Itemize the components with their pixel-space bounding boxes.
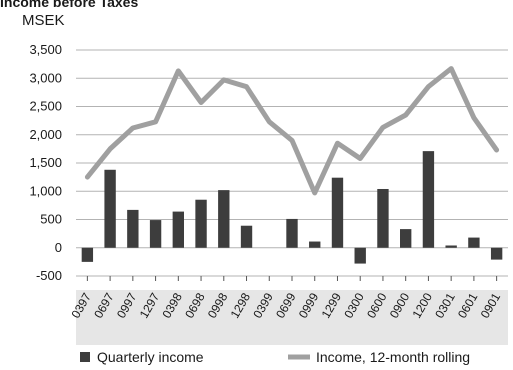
legend-swatch-bar	[80, 352, 90, 362]
y-tick-label: 3,500	[29, 42, 62, 57]
unit-label: MSEK	[22, 12, 65, 29]
bar	[172, 211, 184, 248]
bar	[400, 229, 412, 248]
y-tick-label: 3,000	[29, 70, 62, 85]
legend-label-bar: Quarterly income	[97, 349, 204, 365]
bar	[127, 209, 139, 248]
y-tick-label: 1,500	[29, 155, 62, 170]
bar	[490, 247, 503, 260]
legend-label-line: Income, 12-month rolling	[316, 349, 470, 365]
y-tick-label: 2,000	[29, 127, 62, 142]
x-label-band	[76, 290, 508, 345]
bar	[81, 247, 94, 262]
bar	[218, 190, 230, 248]
bar	[331, 177, 344, 248]
bar	[104, 169, 116, 248]
bar	[422, 151, 435, 248]
y-tick-label: 1,000	[29, 183, 62, 198]
bar	[468, 237, 480, 248]
y-axis-ticks: 3,500 3,000 2,500 2,000 1,500 1,000 500 0 -500	[29, 42, 62, 283]
bar	[286, 218, 298, 248]
bar	[195, 199, 207, 248]
bar	[309, 241, 321, 248]
line-series	[84, 66, 500, 196]
bar	[149, 220, 162, 248]
chart-title: Income before Taxes	[0, 0, 139, 10]
rolling-income-line	[84, 66, 500, 196]
bar	[445, 245, 457, 248]
bar	[240, 225, 253, 248]
legend: Quarterly income Income, 12-month rolling	[80, 349, 470, 365]
y-tick-label: 500	[40, 212, 62, 227]
y-tick-label: 2,500	[29, 99, 62, 114]
y-tick-label: -500	[36, 268, 62, 283]
bar	[377, 188, 389, 248]
bar	[354, 247, 366, 264]
bar-series	[81, 151, 503, 264]
y-tick-label: 0	[55, 240, 62, 255]
